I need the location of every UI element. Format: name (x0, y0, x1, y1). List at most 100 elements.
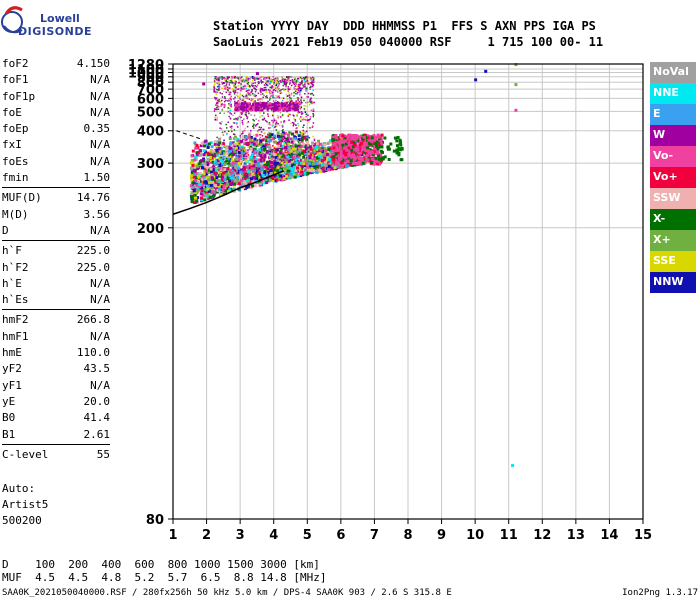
echo-point (236, 119, 239, 121)
echo-point (301, 87, 303, 90)
echo-point (296, 133, 298, 136)
echo-point (219, 170, 223, 174)
echo-point (266, 109, 269, 112)
echo-point (296, 103, 299, 106)
echo-point (291, 145, 293, 147)
echo-point (292, 143, 296, 147)
echo-point (238, 106, 241, 109)
echo-point (241, 120, 244, 122)
echo-point (252, 164, 256, 168)
echo-point (227, 107, 230, 109)
echo-point (233, 159, 237, 163)
echo-point (299, 93, 301, 96)
echo-point (235, 164, 239, 168)
echo-point (278, 107, 281, 110)
echo-point (241, 135, 245, 139)
echo-point (233, 147, 237, 151)
echo-point (299, 87, 302, 89)
echo-point (253, 134, 255, 137)
echo-point (221, 87, 224, 90)
echo-point (230, 79, 232, 82)
echo-point (261, 138, 265, 142)
param-row: foF1 N/A (2, 72, 110, 88)
echo-point (210, 154, 214, 158)
echo-point (304, 136, 308, 140)
echo-point (395, 139, 399, 143)
echo-point (236, 123, 238, 125)
echo-point (367, 151, 371, 155)
echo-point (239, 77, 242, 80)
echo-point (301, 112, 304, 115)
echo-point (293, 118, 295, 120)
echo-point (203, 173, 207, 177)
echo-point (309, 127, 311, 129)
echo-point (304, 86, 306, 88)
echo-point (273, 146, 275, 148)
echo-point (383, 136, 387, 140)
echo-point (294, 77, 297, 79)
echo-point (210, 186, 214, 190)
echo-point (230, 105, 232, 107)
echo-point (271, 171, 275, 175)
echo-point (301, 118, 304, 121)
echo-point (297, 85, 300, 88)
echo-point (243, 80, 245, 82)
echo-point (287, 76, 289, 79)
echo-point (226, 162, 229, 165)
echo-point (207, 189, 211, 193)
echo-point (276, 115, 279, 117)
param-value: 0.35 (83, 122, 111, 136)
echo-point (277, 101, 280, 104)
echo-point (254, 102, 257, 105)
echo-point (209, 160, 213, 164)
echo-point (276, 108, 279, 111)
echo-point (235, 101, 238, 104)
echo-point (371, 152, 375, 156)
echo-point (291, 100, 293, 102)
echo-point (229, 91, 232, 94)
echo-point (251, 85, 254, 87)
y-tick-label: 900 (137, 71, 164, 86)
echo-point (304, 81, 307, 84)
echo-point (251, 179, 255, 183)
header-line-1: Station YYYY DAY DDD HHMMSS P1 FFS S AXN… (213, 19, 596, 33)
echo-point (270, 107, 273, 110)
echo-point (205, 172, 209, 176)
echo-point (280, 103, 283, 106)
echo-point (237, 151, 241, 155)
echo-point (231, 163, 235, 167)
echo-point (279, 159, 281, 161)
echo-point (261, 144, 265, 148)
echo-point (268, 135, 272, 139)
echo-point (218, 79, 221, 81)
echo-point (222, 155, 226, 159)
echo-point (293, 91, 295, 94)
echo-point (217, 84, 220, 86)
echo-point (291, 133, 293, 136)
echo-point (219, 158, 223, 162)
echo-point (221, 78, 224, 80)
echo-point (239, 159, 243, 163)
echo-point (313, 76, 315, 79)
echo-point (205, 161, 209, 165)
echo-point (222, 134, 225, 136)
echo-point (273, 146, 277, 150)
echo-point (360, 162, 364, 166)
echo-point (286, 109, 289, 112)
echo-point (368, 159, 372, 163)
echo-point (264, 103, 267, 106)
echo-point (275, 94, 277, 97)
header-line-2: SaoLuis 2021 Feb19 050 040000 RSF 1 715 … (213, 35, 604, 49)
echo-point (200, 164, 204, 168)
echo-point (205, 181, 209, 185)
echo-point (292, 147, 296, 151)
echo-point (223, 100, 226, 103)
echo-point (227, 163, 231, 167)
echo-point (268, 99, 271, 101)
echo-point (263, 153, 267, 157)
echo-point (273, 108, 276, 111)
echo-point (280, 89, 282, 91)
echo-point (259, 100, 261, 103)
echo-point (208, 175, 212, 179)
echo-point (285, 102, 288, 105)
